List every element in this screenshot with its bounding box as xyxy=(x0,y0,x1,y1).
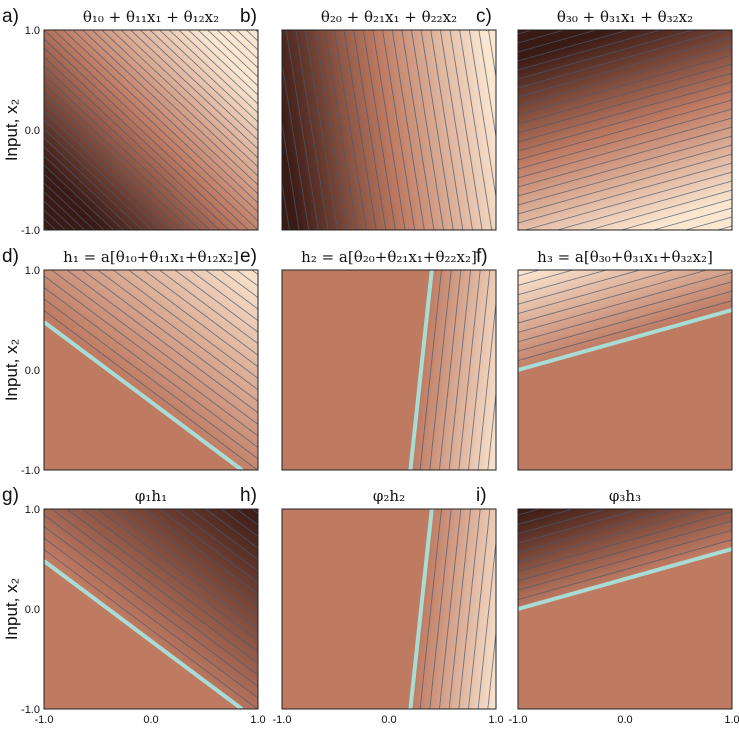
relu-boundary-line xyxy=(408,508,434,710)
panel-title: φ₁h₁ xyxy=(135,487,167,505)
plot-frame xyxy=(281,508,497,710)
x-tick-label: -1.0 xyxy=(509,714,528,726)
panel-title: h₃ = a[θ₃₀+θ₃₁x₁+θ₃₂x₂] xyxy=(537,248,713,266)
relu-boundary-line xyxy=(42,559,244,711)
panel-title: θ₁₀ + θ₁₁x₁ + θ₁₂x₂ xyxy=(83,8,219,26)
panel-g: g) φ₁h₁ 1.0 0.0 -1.0 Input, x₂ -1.0 0.0 1.0 xyxy=(2,485,266,726)
relu-boundary-line xyxy=(517,547,733,611)
x-tick-label: 1.0 xyxy=(250,714,265,726)
panel-c: c) θ₃₀ + θ₃₁x₁ + θ₃₂x₂ xyxy=(476,6,733,231)
plot-frame xyxy=(281,29,497,231)
y-tick-label: 1.0 xyxy=(25,25,40,37)
plot-frame xyxy=(517,269,733,471)
panel-label: c) xyxy=(476,6,492,27)
y-tick-label: 1.0 xyxy=(25,504,40,516)
contour-lines xyxy=(518,30,732,230)
panel-label: g) xyxy=(2,485,19,506)
panel-h: h) φ₂h₂ -1.0 0.0 1.0 xyxy=(240,485,504,726)
contour-lines xyxy=(419,270,496,470)
panel-label: i) xyxy=(476,485,487,506)
contour-lines xyxy=(282,30,496,230)
relu-boundary-line xyxy=(408,269,434,471)
panel-label: e) xyxy=(240,246,257,267)
y-axis-label: Input, x₂ xyxy=(2,99,21,161)
x-tick-label: 0.0 xyxy=(617,714,632,726)
plot-frame xyxy=(43,269,259,471)
contour-lines xyxy=(518,270,732,362)
contour-lines xyxy=(518,509,732,601)
panel-title: h₁ = a[θ₁₀+θ₁₁x₁+θ₁₂x₂] xyxy=(63,248,239,266)
contour-lines xyxy=(44,270,258,470)
panel-label: f) xyxy=(476,246,488,267)
x-tick-label: -1.0 xyxy=(35,714,54,726)
y-tick-label: 1.0 xyxy=(25,265,40,277)
contour-lines xyxy=(44,30,258,230)
panel-e: e) h₂ = a[θ₂₀+θ₂₁x₁+θ₂₂x₂] xyxy=(240,246,497,471)
panel-label: d) xyxy=(2,246,19,267)
plot-frame xyxy=(281,269,497,471)
panel-title: φ₃h₃ xyxy=(609,487,641,505)
panel-title: φ₂h₂ xyxy=(373,487,405,505)
y-tick-label: 0.0 xyxy=(25,365,40,377)
x-tick-label: 0.0 xyxy=(143,714,158,726)
y-tick-label: 0.0 xyxy=(25,125,40,137)
panel-label: h) xyxy=(240,485,257,506)
contour-lines xyxy=(44,509,258,709)
panel-title: h₂ = a[θ₂₀+θ₂₁x₁+θ₂₂x₂] xyxy=(301,248,477,266)
active-region xyxy=(518,270,732,370)
panel-i: i) φ₃h₃ -1.0 0.0 1.0 xyxy=(476,485,739,726)
active-region xyxy=(44,509,258,709)
relu-boundary-line xyxy=(517,308,733,372)
panel-title: θ₂₀ + θ₂₁x₁ + θ₂₂x₂ xyxy=(321,8,457,26)
y-tick-label: -1.0 xyxy=(21,704,40,716)
relu-boundary-line xyxy=(42,320,244,472)
y-axis-label: Input, x₂ xyxy=(2,578,21,640)
contour-lines xyxy=(419,509,496,709)
plot-frame xyxy=(43,29,259,231)
active-region xyxy=(44,270,258,470)
y-tick-label: -1.0 xyxy=(21,225,40,237)
x-tick-label: 0.0 xyxy=(381,714,396,726)
active-region xyxy=(518,509,732,609)
panel-f: f) h₃ = a[θ₃₀+θ₃₁x₁+θ₃₂x₂] xyxy=(476,246,733,471)
x-tick-label: 1.0 xyxy=(724,714,739,726)
y-axis-label: Input, x₂ xyxy=(2,339,21,401)
plot-frame xyxy=(517,29,733,231)
panel-d: d) h₁ = a[θ₁₀+θ₁₁x₁+θ₁₂x₂] 1.0 0.0 -1.0 Input… xyxy=(2,246,259,477)
panel-label: b) xyxy=(240,6,257,27)
panel-label: a) xyxy=(2,6,19,27)
y-tick-label: -1.0 xyxy=(21,465,40,477)
x-tick-label: -1.0 xyxy=(273,714,292,726)
plot-frame xyxy=(517,508,733,710)
x-tick-label: 1.0 xyxy=(488,714,503,726)
y-tick-label: 0.0 xyxy=(25,604,40,616)
panel-title: θ₃₀ + θ₃₁x₁ + θ₃₂x₂ xyxy=(557,8,693,26)
panel-a: a) θ₁₀ + θ₁₁x₁ + θ₁₂x₂ 1.0 0.0 -1.0 Input, x₂ xyxy=(2,6,259,237)
panel-b: b) θ₂₀ + θ₂₁x₁ + θ₂₂x₂ xyxy=(240,6,497,231)
plot-frame xyxy=(43,508,259,710)
